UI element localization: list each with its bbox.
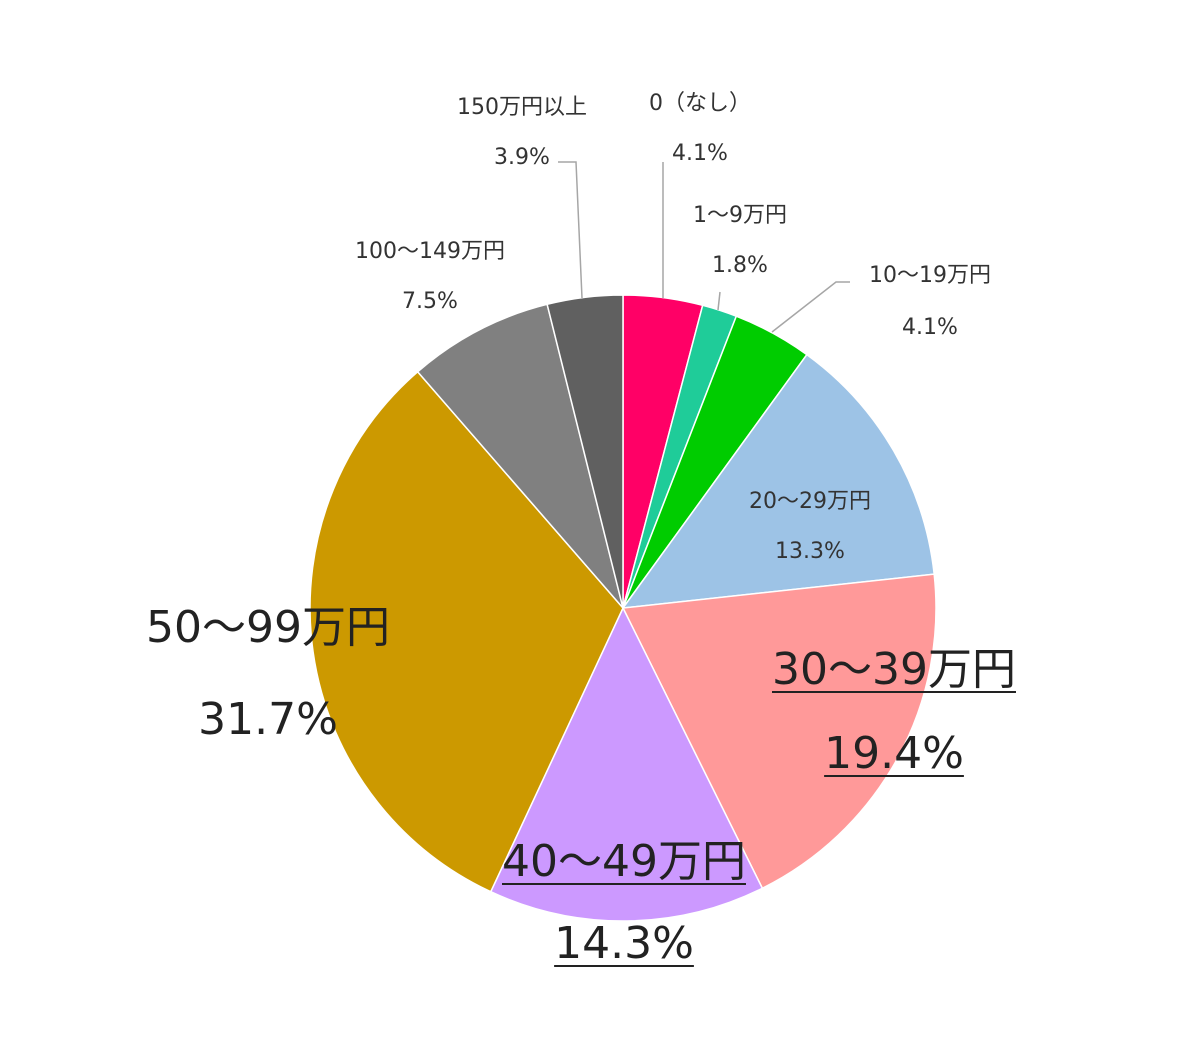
slice-percent: 4.1% — [672, 141, 728, 166]
pie-slice — [546, 294, 624, 609]
slice-label: 150万円以上 — [457, 95, 587, 120]
pie-slice — [621, 573, 937, 890]
pie-slice — [416, 303, 624, 609]
pie-slice — [489, 606, 764, 922]
leader-line — [558, 161, 583, 299]
slice-percent: 31.7% — [198, 694, 338, 745]
slice-percent: 4.1% — [902, 315, 958, 340]
slice-percent: 14.3% — [554, 918, 694, 969]
slice-label: 10～19万円 — [869, 263, 991, 288]
slice-label: 40～49万円 — [502, 836, 746, 887]
slice-percent: 19.4% — [824, 728, 964, 779]
slice-percent: 7.5% — [402, 289, 458, 314]
slice-label: 0（なし） — [649, 91, 751, 116]
leader-line — [771, 281, 850, 333]
leader-line — [717, 291, 721, 311]
pie-slices — [309, 294, 937, 922]
slice-label: 20～29万円 — [749, 489, 871, 514]
slice-label: 30～39万円 — [772, 644, 1016, 695]
slice-label: 100～149万円 — [355, 239, 505, 264]
slice-label: 50～99万円 — [146, 602, 390, 653]
leader-lines — [558, 161, 850, 333]
slice-labels: 0（なし） 4.1% 1～9万円 1.8% 10～19万円 4.1% 20～29万円 13.3… — [146, 91, 1016, 969]
slice-label: 1～9万円 — [693, 203, 787, 228]
slice-percent: 1.8% — [712, 253, 768, 278]
pie-slice — [309, 370, 624, 893]
pie-slice — [621, 353, 935, 609]
slice-percent: 3.9% — [494, 145, 550, 170]
slice-percent: 13.3% — [775, 539, 845, 564]
